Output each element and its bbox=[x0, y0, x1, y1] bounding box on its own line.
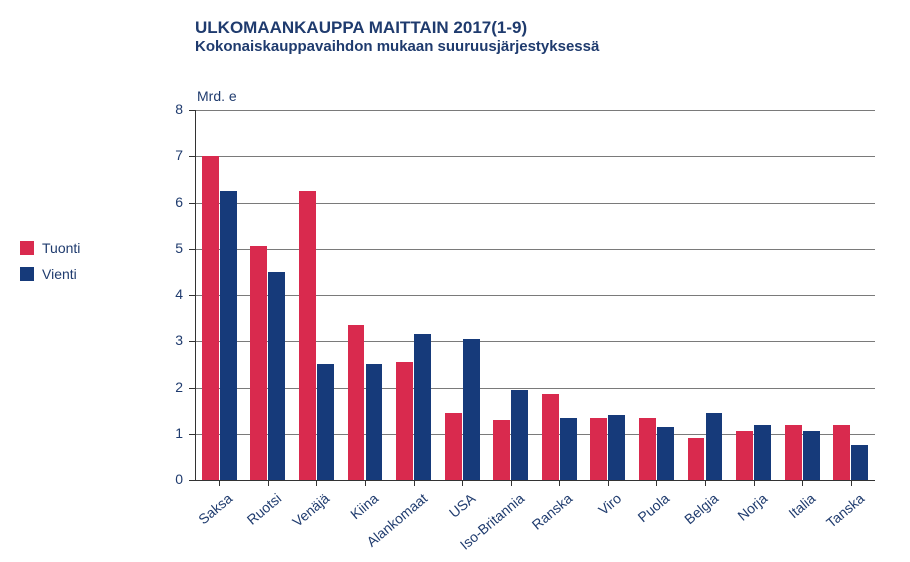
bar-vienti bbox=[803, 431, 820, 480]
xtick-mark bbox=[608, 480, 609, 486]
bar-vienti bbox=[268, 272, 285, 480]
bar-tuonti bbox=[542, 394, 559, 480]
xtick-label: Puola bbox=[635, 490, 673, 525]
xtick-mark bbox=[268, 480, 269, 486]
ytick-label: 1 bbox=[155, 425, 183, 441]
xtick-mark bbox=[316, 480, 317, 486]
xtick-mark bbox=[705, 480, 706, 486]
xtick-mark bbox=[365, 480, 366, 486]
gridline bbox=[195, 434, 875, 435]
legend-swatch bbox=[20, 267, 34, 281]
ytick-label: 8 bbox=[155, 101, 183, 117]
legend: Tuonti Vienti bbox=[20, 240, 80, 292]
bar-tuonti bbox=[396, 362, 413, 480]
gridline bbox=[195, 203, 875, 204]
bar-vienti bbox=[414, 334, 431, 480]
bar-tuonti bbox=[590, 418, 607, 480]
bar-vienti bbox=[511, 390, 528, 480]
y-axis bbox=[195, 110, 196, 480]
ytick-label: 2 bbox=[155, 379, 183, 395]
gridline bbox=[195, 295, 875, 296]
bar-vienti bbox=[851, 445, 868, 480]
bar-tuonti bbox=[348, 325, 365, 480]
xtick-label: Italia bbox=[785, 490, 818, 521]
xtick-mark bbox=[219, 480, 220, 486]
plot-area: 012345678SaksaRuotsiVenäjäKiinaAlankomaa… bbox=[195, 110, 875, 480]
ytick-label: 0 bbox=[155, 471, 183, 487]
bar-tuonti bbox=[445, 413, 462, 480]
bar-tuonti bbox=[299, 191, 316, 480]
legend-item: Vienti bbox=[20, 266, 80, 282]
bar-tuonti bbox=[833, 425, 850, 481]
ytick-label: 5 bbox=[155, 240, 183, 256]
xtick-label: Kiina bbox=[347, 490, 381, 522]
xtick-label: USA bbox=[446, 490, 478, 521]
ytick-label: 4 bbox=[155, 286, 183, 302]
xtick-mark bbox=[802, 480, 803, 486]
bar-tuonti bbox=[736, 431, 753, 480]
bar-tuonti bbox=[250, 246, 267, 480]
xtick-mark bbox=[414, 480, 415, 486]
legend-swatch bbox=[20, 241, 34, 255]
xtick-mark bbox=[462, 480, 463, 486]
xtick-label: Venäjä bbox=[290, 490, 333, 530]
xtick-label: Norja bbox=[734, 490, 770, 524]
bar-tuonti bbox=[639, 418, 656, 480]
bar-tuonti bbox=[688, 438, 705, 480]
xtick-label: Viro bbox=[595, 490, 624, 518]
ytick-label: 3 bbox=[155, 332, 183, 348]
ytick-label: 7 bbox=[155, 147, 183, 163]
bar-vienti bbox=[560, 418, 577, 480]
xtick-label: Ranska bbox=[529, 490, 576, 533]
gridline bbox=[195, 388, 875, 389]
bar-vienti bbox=[608, 415, 625, 480]
xtick-label: Saksa bbox=[195, 490, 235, 527]
legend-item: Tuonti bbox=[20, 240, 80, 256]
legend-label: Vienti bbox=[42, 266, 77, 282]
xtick-mark bbox=[511, 480, 512, 486]
bar-tuonti bbox=[202, 156, 219, 480]
xtick-label: Belgia bbox=[681, 490, 721, 527]
xtick-mark bbox=[754, 480, 755, 486]
bar-tuonti bbox=[785, 425, 802, 481]
legend-label: Tuonti bbox=[42, 240, 80, 256]
xtick-label: Ruotsi bbox=[243, 490, 284, 528]
chart-title: ULKOMAANKAUPPA MAITTAIN 2017(1-9) bbox=[195, 18, 599, 38]
gridline bbox=[195, 249, 875, 250]
bar-tuonti bbox=[493, 420, 510, 480]
bar-vienti bbox=[366, 364, 383, 480]
y-axis-unit-label: Mrd. e bbox=[197, 88, 237, 104]
xtick-mark bbox=[559, 480, 560, 486]
x-axis bbox=[195, 480, 875, 481]
chart-titles: ULKOMAANKAUPPA MAITTAIN 2017(1-9) Kokona… bbox=[195, 18, 599, 55]
bar-vienti bbox=[754, 425, 771, 481]
gridline bbox=[195, 341, 875, 342]
chart-subtitle: Kokonaiskauppavaihdon mukaan suuruusjärj… bbox=[195, 38, 599, 55]
bar-vienti bbox=[706, 413, 723, 480]
xtick-mark bbox=[851, 480, 852, 486]
bar-vienti bbox=[317, 364, 334, 480]
gridline bbox=[195, 110, 875, 111]
gridline bbox=[195, 156, 875, 157]
bar-vienti bbox=[463, 339, 480, 480]
bar-vienti bbox=[657, 427, 674, 480]
ytick-label: 6 bbox=[155, 194, 183, 210]
xtick-mark bbox=[656, 480, 657, 486]
bar-vienti bbox=[220, 191, 237, 480]
xtick-label: Tanska bbox=[823, 490, 867, 531]
